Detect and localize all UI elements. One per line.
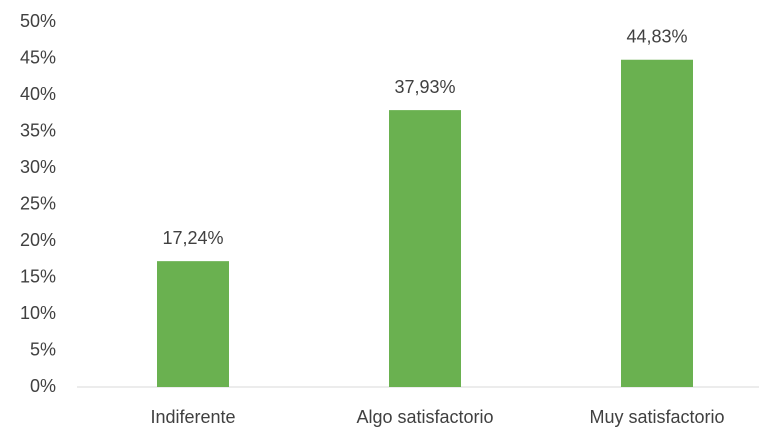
y-tick-label: 5% [30, 339, 56, 359]
bar [389, 110, 461, 388]
y-tick-label: 30% [20, 157, 56, 177]
y-tick-label: 20% [20, 230, 56, 250]
y-tick-label: 40% [20, 84, 56, 104]
data-label: 37,93% [394, 77, 455, 97]
y-tick-label: 10% [20, 303, 56, 323]
y-tick-label: 50% [20, 11, 56, 31]
x-tick-label: Indiferente [150, 407, 235, 427]
bar [621, 59, 693, 388]
bar [157, 261, 229, 387]
y-tick-label: 25% [20, 193, 56, 213]
x-tick-label: Muy satisfactorio [589, 407, 724, 427]
x-tick-label: Algo satisfactorio [356, 407, 493, 427]
y-tick-label: 0% [30, 376, 56, 396]
y-tick-label: 15% [20, 266, 56, 286]
y-tick-label: 45% [20, 47, 56, 67]
data-label: 44,83% [626, 26, 687, 46]
data-label: 17,24% [162, 228, 223, 248]
y-tick-label: 35% [20, 120, 56, 140]
